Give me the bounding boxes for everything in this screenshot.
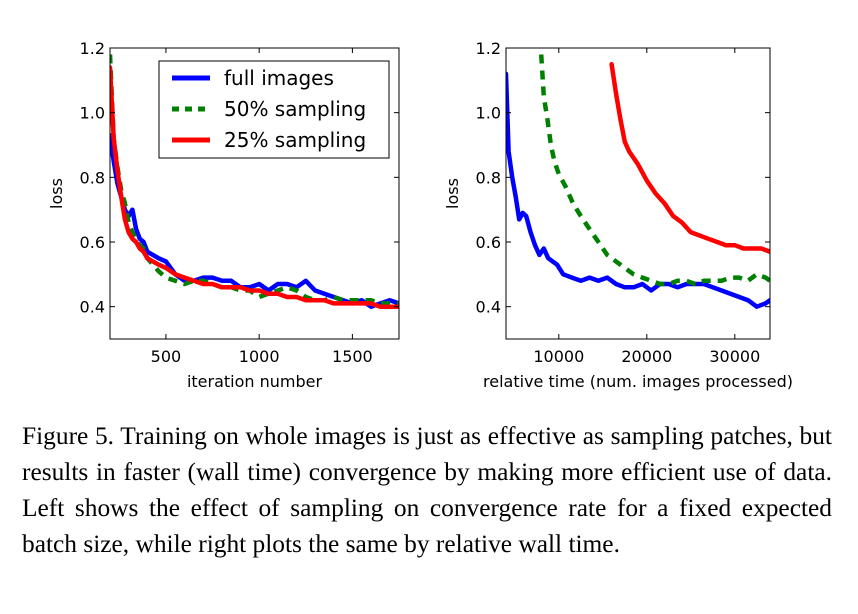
legend-label: 25% sampling (224, 128, 366, 152)
right-chart: 10000 20000 30000 0.4 0.6 0.8 1.0 1.2 relative t… (443, 39, 793, 391)
x-tick-label: 30000 (709, 347, 760, 366)
axes-frame (109, 47, 400, 340)
y-tick-label: 0.8 (80, 168, 105, 187)
figure-caption: Figure 5. Training on whole images is ju… (22, 422, 832, 558)
series-line-full-images (506, 71, 770, 309)
x-tick-label: 1000 (239, 347, 280, 366)
y-tick-label: 0.6 (476, 233, 501, 252)
legend: full images 50% sampling 25% sampling (158, 60, 390, 159)
plot-area (506, 54, 770, 309)
left-chart: 500 1000 1500 0.4 0.6 0.8 1.0 1.2 iteration numb… (47, 39, 400, 391)
y-tick-label: 1.0 (80, 104, 105, 123)
x-tick-label: 10000 (533, 347, 584, 366)
plot-area (110, 54, 399, 309)
y-tick-label: 0.8 (476, 168, 501, 187)
y-tick-label: 1.2 (476, 39, 501, 58)
legend-label: full images (224, 66, 334, 90)
x-tick-label: 500 (151, 347, 182, 366)
x-tick-label: 20000 (621, 347, 672, 366)
x-axis-label: relative time (num. images processed) (483, 372, 793, 391)
x-axis-label: iteration number (187, 372, 323, 391)
y-axis-label: loss (443, 178, 462, 209)
y-tick-label: 0.4 (476, 298, 501, 317)
series-line-25-sampling (609, 61, 770, 254)
series-line-50-sampling (538, 54, 770, 287)
y-tick-label: 0.6 (80, 233, 105, 252)
x-tick-label: 1500 (332, 347, 373, 366)
legend-label: 50% sampling (224, 97, 366, 121)
figure-5: 500 1000 1500 0.4 0.6 0.8 1.0 1.2 iteration numb… (47, 39, 793, 391)
axes-frame (505, 47, 771, 340)
y-axis-label: loss (47, 178, 66, 209)
y-tick-label: 1.0 (476, 104, 501, 123)
series-line-full-images (110, 133, 399, 309)
y-tick-label: 1.2 (80, 39, 105, 58)
series-line-25-sampling (110, 65, 399, 309)
y-tick-label: 0.4 (80, 298, 105, 317)
